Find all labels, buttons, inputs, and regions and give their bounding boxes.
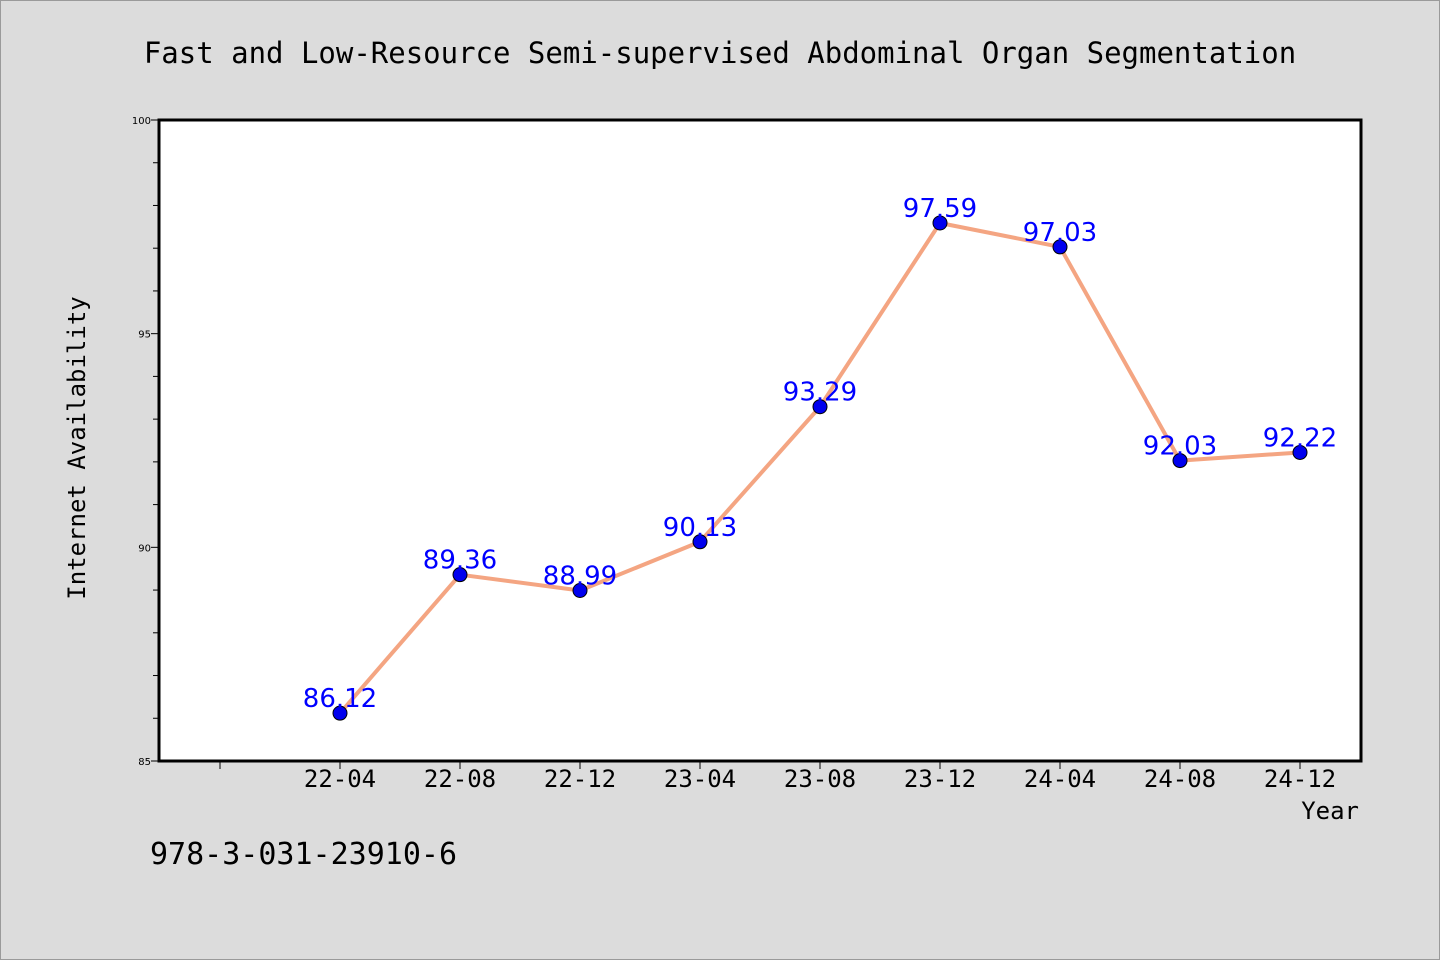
data-point [932,215,948,231]
y-axis: 85 90 95 100 [132,116,159,768]
data-label: 97.59 [903,194,977,224]
data-label: 89.36 [423,546,497,576]
data-point [692,534,708,550]
x-axis: 22-04 22-08 22-12 23-04 23-08 23-12 24-04 24-08… [219,761,1336,793]
chart-title: Fast and Low-Resource Semi-supervised Ab… [144,36,1296,70]
x-axis-label: Year [1301,797,1359,825]
data-point [572,582,588,598]
y-tick-label: 90 [138,543,151,554]
data-label: 92.03 [1143,432,1217,462]
series: 86.12 89.36 88.99 90.13 93.29 97.59 97.03 92.03… [303,194,1337,721]
data-label: 92.22 [1263,423,1337,453]
y-axis-label: Internet Availability [63,296,91,599]
y-tick-label: 85 [138,757,151,768]
x-tick-label: 22-12 [544,765,616,793]
plot-area [157,118,1363,763]
y-tick-label: 100 [132,116,151,127]
data-point [332,705,348,721]
data-label: 93.29 [783,378,857,408]
data-label: 86.12 [303,684,377,714]
data-label: 97.03 [1023,218,1097,248]
x-tick-label: 22-04 [304,765,376,793]
data-label: 90.13 [663,513,737,543]
data-point [1292,444,1308,460]
y-tick-label: 95 [138,330,151,341]
data-label: 88.99 [543,561,617,591]
x-tick-label: 24-04 [1024,765,1096,793]
isbn-text: 978-3-031-23910-6 [150,837,457,872]
x-tick-label: 23-04 [664,765,736,793]
data-point [1172,453,1188,469]
data-point [1052,239,1068,255]
data-point [812,399,828,415]
x-tick-label: 24-12 [1264,765,1336,793]
x-tick-label: 24-08 [1144,765,1216,793]
x-tick-label: 23-08 [784,765,856,793]
x-tick-label: 22-08 [424,765,496,793]
data-point [452,567,468,583]
x-tick-label: 23-12 [904,765,976,793]
